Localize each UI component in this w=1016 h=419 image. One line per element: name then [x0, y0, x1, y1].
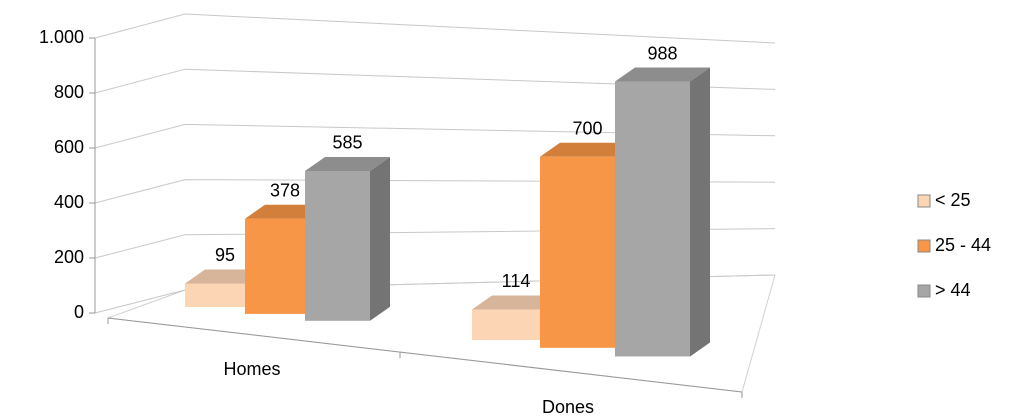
bar-top [540, 142, 635, 157]
grid-line [94, 13, 776, 44]
bar-top [615, 67, 710, 82]
y-tick-label: 200 [54, 247, 84, 267]
bar-top-shade [540, 142, 635, 157]
x-axis [107, 317, 743, 393]
legend-swatch [917, 284, 931, 298]
legend-label: 25 - 44 [935, 235, 991, 255]
x-tick-label: Homes [223, 359, 280, 379]
bar [185, 283, 245, 307]
grid-line [94, 123, 776, 149]
data-label: 988 [647, 43, 677, 63]
bar-side-shade [690, 67, 710, 357]
y-tick-label: 400 [54, 192, 84, 212]
y-tick-label: 1.000 [39, 27, 84, 47]
data-label: 700 [572, 119, 602, 139]
bar [540, 156, 615, 348]
bar-side-shade [370, 156, 390, 321]
data-label: 585 [332, 133, 362, 153]
legend-label: > 44 [935, 280, 971, 300]
grid-line [94, 68, 776, 94]
legend-swatch [917, 194, 931, 208]
y-tick-label: 0 [74, 302, 84, 322]
data-label: 378 [270, 180, 300, 200]
bar [472, 309, 540, 341]
bar-top [472, 295, 560, 310]
legend-label: < 25 [935, 190, 971, 210]
bar-top-shade [305, 156, 390, 171]
bar-top-shade [472, 295, 560, 310]
bar [305, 170, 370, 321]
bar-side [690, 67, 710, 357]
bar-top-shade [615, 67, 710, 82]
bar-top [305, 156, 390, 171]
bar [615, 81, 690, 357]
bar-side [370, 156, 390, 321]
data-label: 114 [502, 271, 531, 291]
x-tick-label: Dones [542, 397, 594, 417]
bar [245, 218, 305, 314]
legend-swatch [917, 239, 931, 253]
data-label: 95 [215, 245, 235, 265]
y-tick-label: 800 [54, 82, 84, 102]
y-tick-label: 600 [54, 137, 84, 157]
